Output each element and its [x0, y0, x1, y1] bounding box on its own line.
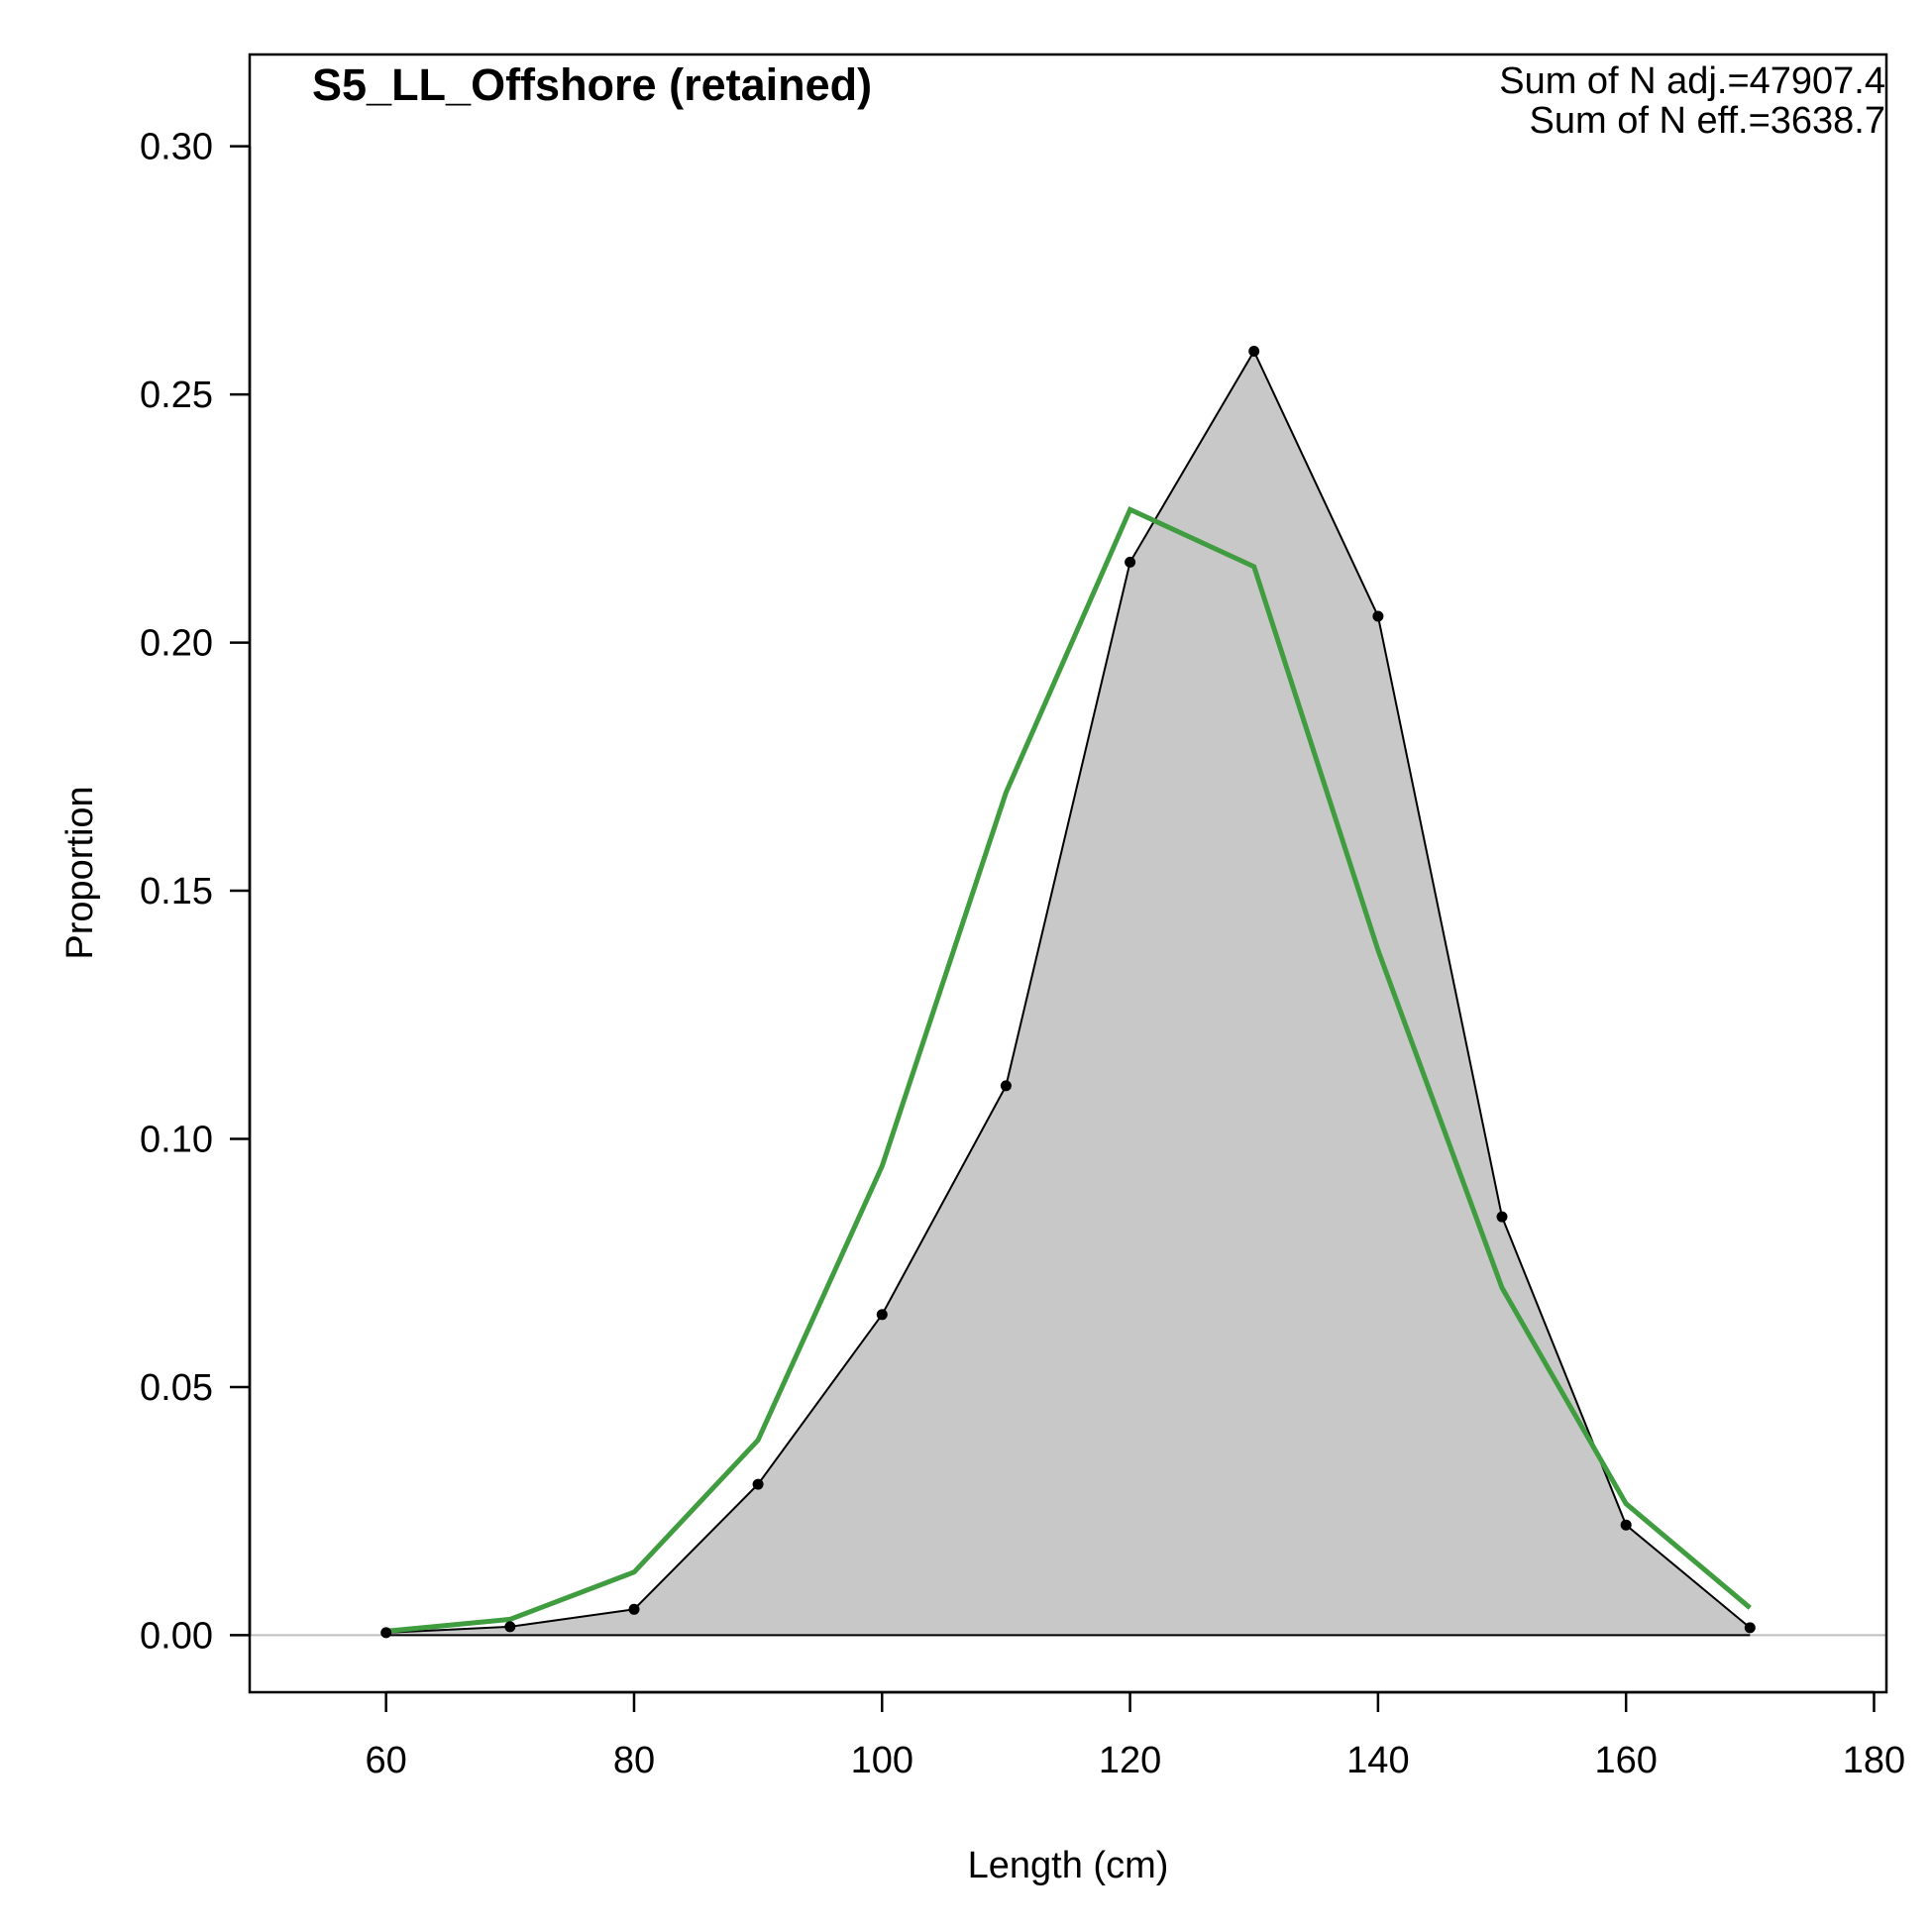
x-axis-title: Length (cm): [968, 1845, 1169, 1886]
sum-n-adj-annotation: Sum of N adj.=47907.4: [1499, 60, 1885, 102]
observed-point: [628, 1603, 640, 1615]
observed-points-layer: [380, 346, 1756, 1639]
y-axis: 0.00 0.05 0.10 0.15 0.20 0.25 0.30: [140, 127, 252, 1657]
y-tick-label: 0.25: [140, 375, 213, 416]
y-tick-label: 0.15: [140, 871, 213, 912]
x-tick-label: 120: [1099, 1740, 1161, 1781]
y-tick-label: 0.05: [140, 1367, 213, 1409]
observed-point: [1744, 1622, 1756, 1634]
observed-point: [504, 1621, 516, 1633]
observed-point: [1248, 346, 1260, 357]
y-tick-label: 0.30: [140, 127, 213, 168]
observed-line-layer: [385, 349, 1751, 1634]
expected-series-line: [385, 505, 1752, 1634]
x-tick-label: 100: [851, 1740, 913, 1781]
chart-title: S5_LL_Offshore (retained): [312, 59, 872, 110]
x-tick-label: 160: [1594, 1740, 1657, 1781]
sum-n-eff-annotation: Sum of N eff.=3638.7: [1530, 100, 1885, 142]
x-tick-label: 60: [366, 1740, 407, 1781]
observed-point: [380, 1627, 392, 1639]
x-tick-label: 80: [613, 1740, 655, 1781]
y-axis-title: Proportion: [59, 786, 101, 959]
observed-point: [1620, 1519, 1632, 1531]
x-axis: 60 80 100 120 140 160 180: [366, 1690, 1905, 1781]
y-tick-label: 0.00: [140, 1615, 213, 1657]
y-tick-label: 0.10: [140, 1119, 213, 1160]
observed-area-fill: [385, 351, 1751, 1636]
observed-point: [1125, 556, 1136, 568]
observed-point: [876, 1309, 888, 1321]
x-tick-label: 140: [1346, 1740, 1409, 1781]
observed-series-line: [385, 349, 1751, 1634]
observed-point: [752, 1478, 764, 1490]
x-tick-label: 180: [1843, 1740, 1905, 1781]
expected-line-layer: [385, 505, 1752, 1634]
y-tick-label: 0.20: [140, 623, 213, 665]
observed-point: [1000, 1080, 1012, 1092]
observed-point: [1372, 610, 1384, 622]
observed-fill-layer: [385, 351, 1751, 1636]
observed-point: [1496, 1211, 1508, 1223]
